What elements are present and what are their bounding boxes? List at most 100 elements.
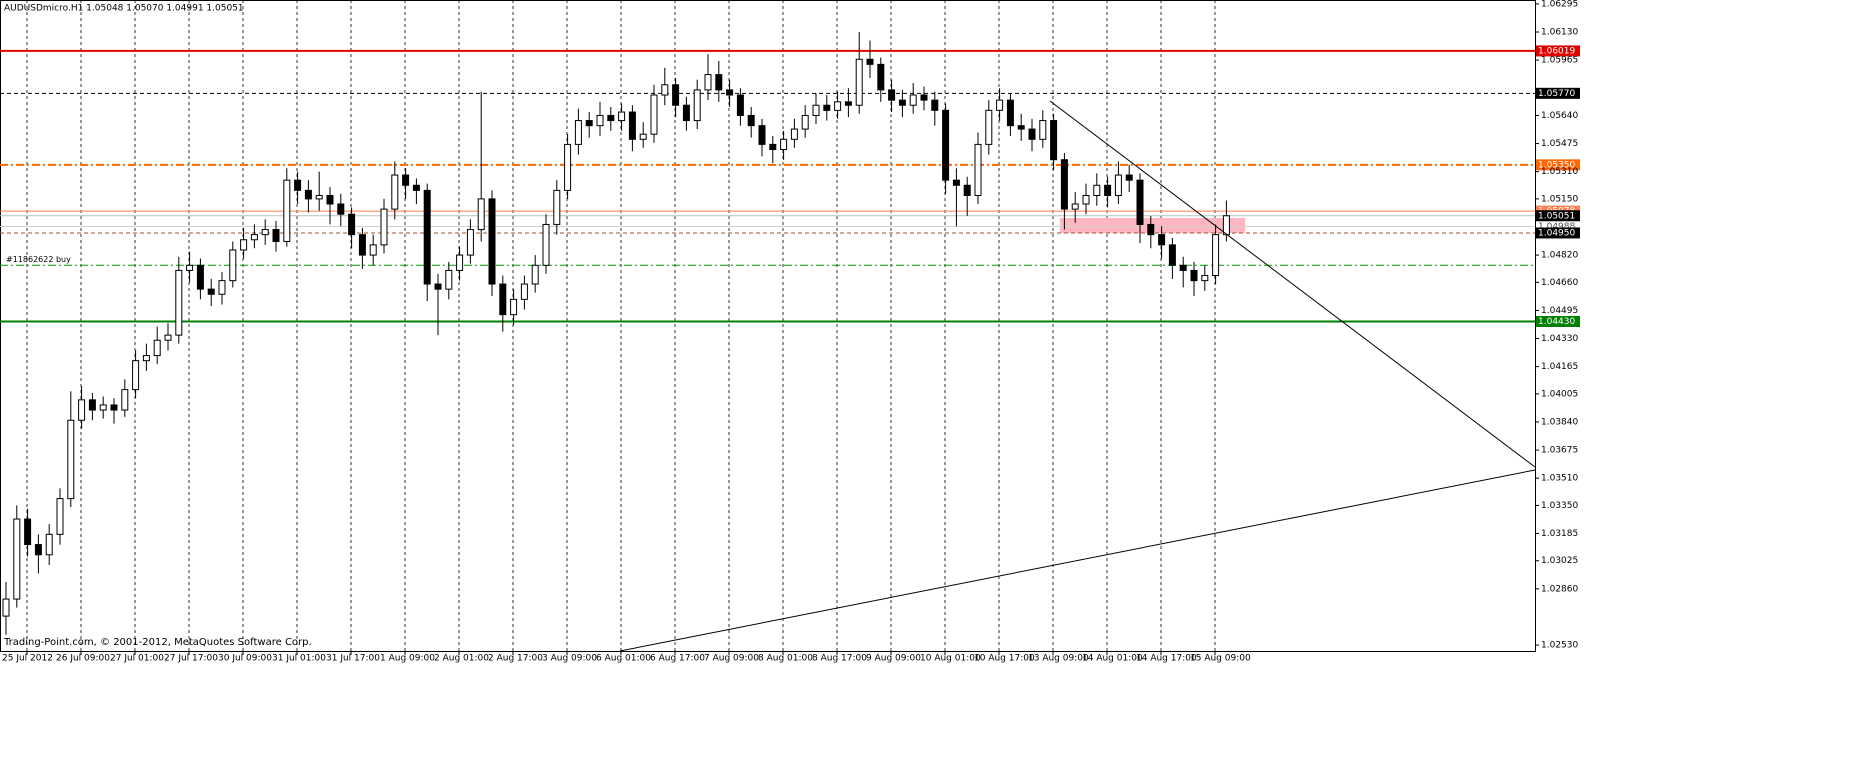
candle-body — [488, 198, 496, 285]
candle-body — [132, 360, 140, 391]
candle-body — [996, 99, 1004, 111]
y-tick-label: 1.05150 — [1541, 194, 1578, 204]
candle-body — [110, 404, 118, 411]
price-label-box — [1536, 87, 1580, 99]
candle-body — [553, 189, 561, 225]
candle-body — [510, 298, 518, 316]
y-tick-label: 1.05475 — [1541, 139, 1578, 149]
price-label: 1.05770 — [1538, 89, 1575, 99]
candle-body — [304, 189, 312, 200]
x-tick-label: 26 Jul 09:00 — [56, 654, 110, 664]
candle-body — [2, 598, 10, 617]
candle-body — [99, 404, 107, 411]
candle-body — [769, 143, 777, 151]
price-label-box — [1536, 315, 1580, 327]
candle-body — [564, 143, 572, 191]
candle-body — [693, 89, 701, 122]
x-tick-label: 2 Aug 17:00 — [488, 654, 543, 664]
x-tick-label: 10 Aug 17:00 — [974, 654, 1035, 664]
candle-body — [1114, 174, 1122, 196]
candle-body — [758, 125, 766, 145]
candle-body — [1158, 234, 1166, 246]
candle-body — [456, 254, 464, 271]
candle-body — [520, 283, 528, 300]
candle-body — [153, 339, 161, 357]
y-tick-label: 1.03350 — [1541, 501, 1578, 511]
candle-body — [909, 94, 917, 106]
candle-body — [661, 84, 669, 96]
price-label: 1.05350 — [1538, 160, 1575, 170]
x-tick-label: 6 Aug 01:00 — [596, 654, 651, 664]
candle-body — [650, 94, 658, 135]
candle-body — [1168, 244, 1176, 266]
candle-body — [639, 133, 647, 140]
candle-body — [682, 104, 690, 122]
candle-body — [1006, 99, 1014, 127]
y-tick-label: 1.04005 — [1541, 389, 1578, 399]
candle-body — [142, 355, 150, 362]
candle-body — [348, 213, 356, 236]
x-tick-label: 6 Aug 17:00 — [650, 654, 705, 664]
candle-body — [542, 223, 550, 266]
candle-body — [866, 58, 874, 65]
candle-body — [121, 389, 129, 411]
candle-body — [898, 99, 906, 106]
candle-body — [272, 229, 280, 242]
price-label-box — [1536, 210, 1580, 222]
candle-body — [877, 63, 885, 91]
x-tick-label: 15 Aug 09:00 — [1190, 654, 1251, 664]
chart-title: AUDUSDmicro.H1 1.05048 1.05070 1.04991 1… — [4, 4, 244, 14]
price-label: 1.05051 — [1538, 211, 1575, 221]
candle-body — [78, 399, 86, 421]
candle-body — [261, 229, 269, 236]
candle-body — [1060, 159, 1068, 210]
y-tick-label: 1.04165 — [1541, 362, 1578, 372]
y-tick-label: 1.02530 — [1541, 641, 1578, 651]
x-tick-label: 27 Jul 01:00 — [110, 654, 164, 664]
candle-body — [229, 249, 237, 282]
candle-body — [834, 101, 842, 111]
candle-body — [920, 94, 928, 101]
y-tick-label: 1.02860 — [1541, 584, 1578, 594]
x-tick-label: 8 Aug 01:00 — [758, 654, 813, 664]
y-tick-label: 1.05640 — [1541, 111, 1578, 121]
candle-body — [607, 114, 615, 122]
x-tick-label: 31 Jul 01:00 — [272, 654, 326, 664]
y-tick-label: 1.03675 — [1541, 446, 1578, 456]
x-tick-label: 14 Aug 17:00 — [1136, 654, 1197, 664]
candle-body — [628, 111, 636, 140]
candle-body — [24, 518, 32, 546]
candle-body — [434, 283, 442, 290]
candle-body — [369, 244, 377, 256]
candle-body — [34, 544, 42, 556]
candle-body — [715, 74, 723, 91]
candle-body — [13, 518, 21, 600]
candle-body — [672, 84, 680, 106]
y-tick-label: 1.03185 — [1541, 529, 1578, 539]
candle-body — [1212, 234, 1220, 277]
candle-body — [780, 138, 788, 151]
y-tick-label: 1.04495 — [1541, 306, 1578, 316]
candle-body — [283, 179, 291, 242]
candle-body — [1147, 223, 1155, 236]
candle-body — [391, 174, 399, 210]
candle-body — [164, 334, 172, 341]
y-tick-label: 1.04330 — [1541, 334, 1578, 344]
y-tick-label: 1.06130 — [1541, 28, 1578, 38]
x-tick-label: 3 Aug 09:00 — [542, 654, 597, 664]
candle-body — [1028, 128, 1036, 140]
candle-body — [412, 184, 420, 191]
candle-body — [790, 128, 798, 140]
level-annotation: #11862622 buy — [6, 255, 71, 264]
y-tick-label: 1.03840 — [1541, 417, 1578, 427]
y-tick-label: 1.05310 — [1541, 167, 1578, 177]
x-tick-label: 9 Aug 09:00 — [866, 654, 921, 664]
candle-body — [445, 269, 453, 290]
candle-body — [1125, 174, 1133, 181]
candle-body — [88, 399, 96, 411]
candle-body — [45, 533, 53, 556]
x-tick-label: 7 Aug 09:00 — [704, 654, 759, 664]
candle-body — [801, 114, 809, 130]
